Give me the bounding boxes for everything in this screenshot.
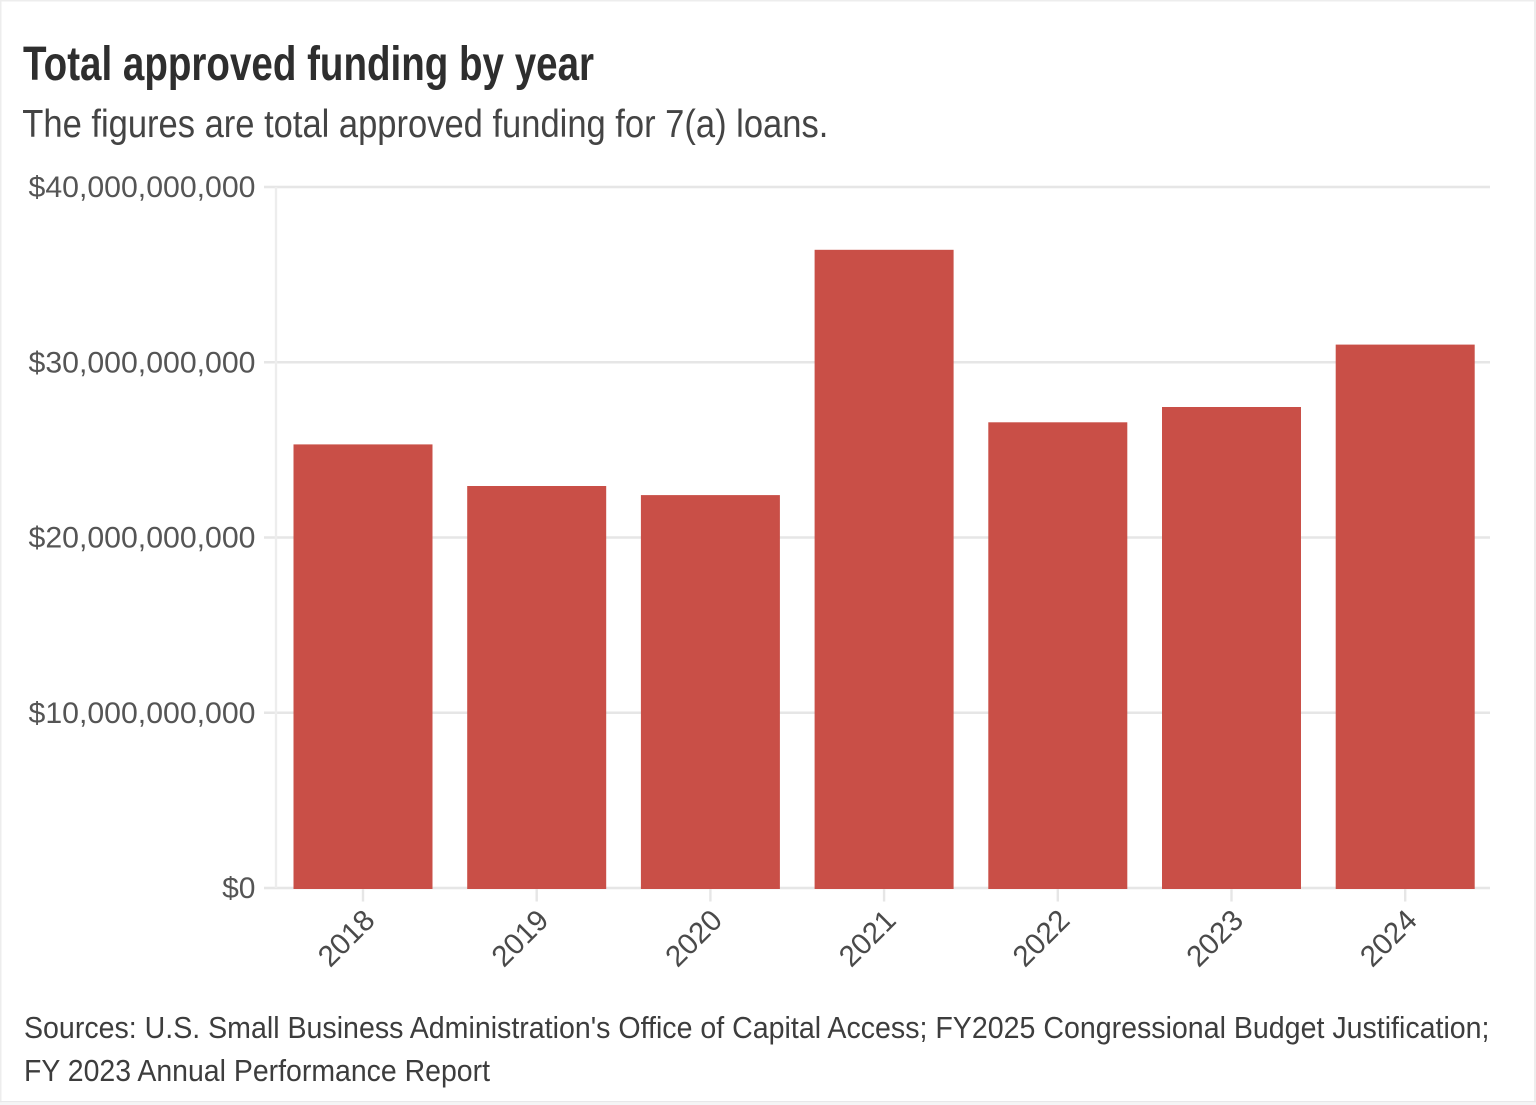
svg-text:$0: $0 (222, 872, 255, 905)
svg-text:$40,000,000,000: $40,000,000,000 (29, 171, 256, 204)
svg-text:$30,000,000,000: $30,000,000,000 (29, 346, 256, 379)
svg-text:FY 2023 Annual Performance Rep: FY 2023 Annual Performance Report (24, 1053, 490, 1088)
svg-text:Total approved funding by year: Total approved funding by year (23, 38, 594, 91)
svg-text:$20,000,000,000: $20,000,000,000 (29, 522, 256, 555)
svg-text:$10,000,000,000: $10,000,000,000 (29, 697, 256, 730)
svg-text:The figures are total approved: The figures are total approved funding f… (22, 103, 828, 146)
svg-text:Sources: U.S. Small Business A: Sources: U.S. Small Business Administrat… (24, 1010, 1490, 1045)
